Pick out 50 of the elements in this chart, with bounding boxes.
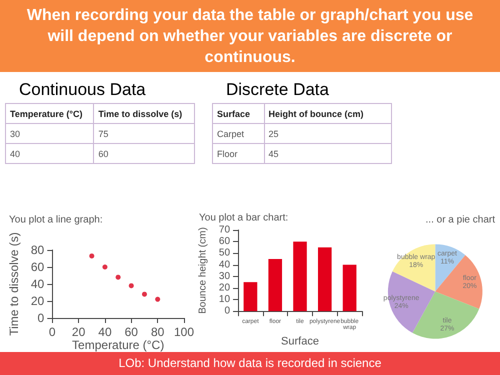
x-tick-label: 60 bbox=[124, 325, 138, 339]
x-axis-title: Temperature (°C) bbox=[72, 338, 164, 352]
x-tick-label: 40 bbox=[98, 325, 112, 339]
point bbox=[142, 292, 147, 297]
bar bbox=[318, 247, 332, 312]
chart-title: ... or a pie chart bbox=[426, 214, 496, 226]
text: When recording your data the table or graph/chart you use will depend on whether your variables are discrete or continuous. bbox=[0, 0, 500, 72]
y-tick-label: 10 bbox=[218, 294, 230, 306]
chart-title: You plot a line graph: bbox=[9, 214, 103, 226]
y-tick-label: 70 bbox=[218, 224, 230, 236]
text: 45 bbox=[264, 144, 392, 164]
bar bbox=[293, 242, 307, 312]
chart-title: You plot a bar chart: bbox=[199, 212, 288, 224]
y-axis-title: Time to dissolve (s) bbox=[7, 232, 21, 336]
point bbox=[116, 274, 121, 280]
y-tick-label: 40 bbox=[30, 277, 45, 291]
text: Surface bbox=[212, 104, 264, 124]
y-tick-label: 20 bbox=[30, 294, 45, 308]
y-tick-label: 80 bbox=[30, 243, 45, 257]
point bbox=[102, 264, 108, 270]
point bbox=[89, 253, 94, 258]
text: Floor bbox=[212, 144, 264, 164]
y-tick-label: 0 bbox=[224, 306, 230, 317]
text: 75 bbox=[94, 124, 194, 144]
x-tick-label: 20 bbox=[72, 325, 86, 339]
x-tick-label: 80 bbox=[150, 325, 165, 339]
y-tick-label: 20 bbox=[218, 282, 230, 294]
bar bbox=[268, 258, 282, 312]
x-axis-title: Surface bbox=[281, 336, 319, 348]
y-tick-label: 40 bbox=[218, 259, 230, 270]
bar bbox=[244, 282, 258, 312]
text: 60 bbox=[94, 144, 194, 164]
bar bbox=[342, 264, 356, 312]
text: LOb: Understand how data is recorded in science bbox=[0, 352, 500, 375]
x-tick-label: 0 bbox=[48, 325, 56, 339]
point bbox=[128, 283, 134, 288]
text: Height of bounce (cm) bbox=[264, 104, 392, 124]
text: Discrete Data bbox=[226, 80, 330, 100]
x-tick-label: 100 bbox=[174, 325, 194, 339]
point bbox=[155, 296, 160, 302]
text: Carpet bbox=[212, 124, 264, 144]
y-tick-label: 60 bbox=[218, 236, 230, 248]
text: Time to dissolve (s) bbox=[94, 104, 194, 124]
text: Continuous Data bbox=[19, 80, 147, 100]
text: Temperature (°C) bbox=[6, 104, 94, 124]
y-tick-label: 30 bbox=[218, 270, 230, 282]
y-tick-label: 60 bbox=[30, 260, 45, 274]
y-tick-label: 50 bbox=[218, 248, 230, 259]
text: 25 bbox=[264, 124, 392, 144]
y-axis-title: Bounce height (cm) bbox=[198, 227, 208, 314]
